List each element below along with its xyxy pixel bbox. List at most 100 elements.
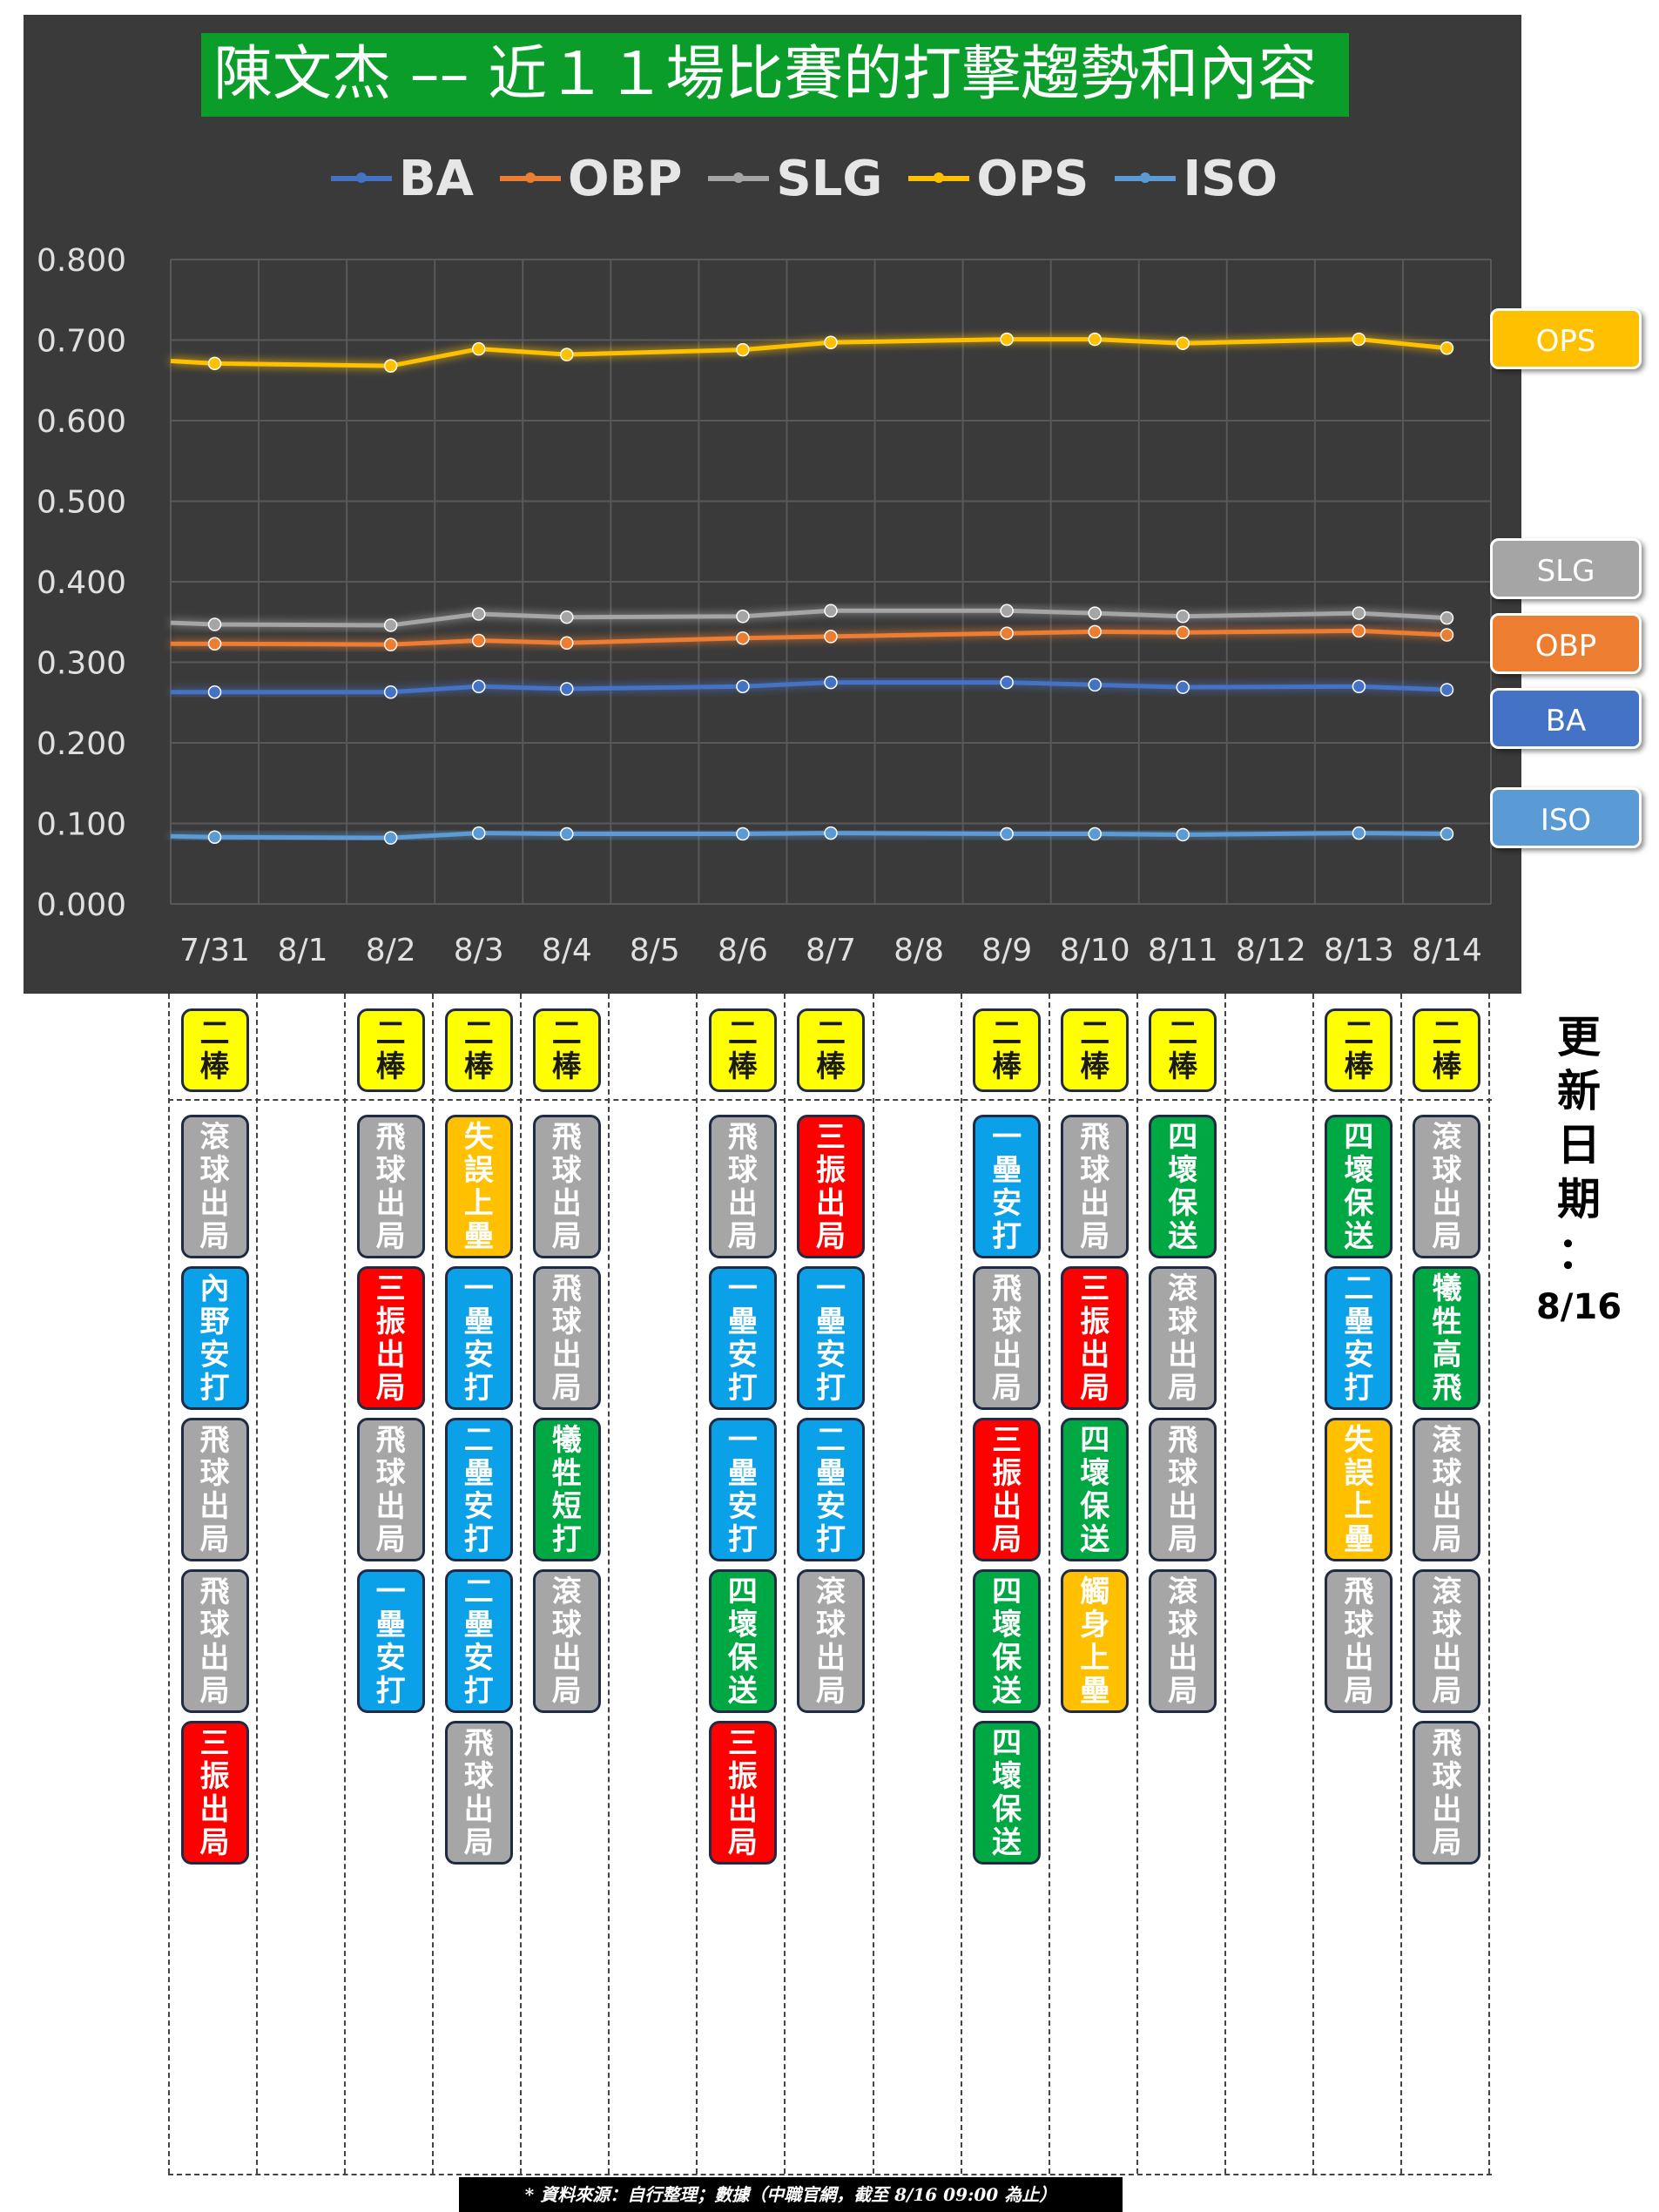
data-point-obp <box>824 630 838 644</box>
data-point-slg <box>207 617 222 631</box>
data-point-iso <box>1088 826 1102 841</box>
side-tag-ops: OPS <box>1490 308 1642 369</box>
data-point-ba <box>1000 675 1014 690</box>
side-tag-obp: OBP <box>1490 613 1642 674</box>
plate-appearance-result: 飛球出局 <box>973 1266 1042 1410</box>
data-point-obp <box>1000 626 1014 640</box>
plate-appearance-result: 滾球出局 <box>1413 1115 1481 1258</box>
plate-appearance-result: 滾球出局 <box>1413 1418 1481 1561</box>
column-divider <box>432 994 435 2174</box>
plate-appearance-result: 飛球出局 <box>708 1115 777 1258</box>
side-tag-iso: ISO <box>1490 787 1642 848</box>
column-divider <box>256 994 259 2174</box>
data-point-obp <box>471 633 486 648</box>
legend-label: SLG <box>776 150 883 207</box>
plate-appearance-result: 犧牲短打 <box>532 1418 601 1561</box>
batting-order-badge: 二棒 <box>180 1008 249 1092</box>
plate-appearance-result: 犧牲高飛 <box>1413 1266 1481 1410</box>
data-point-ba <box>383 685 398 699</box>
plate-appearance-result: 二壘安打 <box>797 1418 865 1561</box>
series-line-ops <box>170 337 1447 368</box>
column-divider <box>696 994 698 2174</box>
plate-appearance-result: 一壘安打 <box>444 1266 513 1410</box>
plate-appearance-result: 二壘安打 <box>444 1418 513 1561</box>
source-note: * 資料來源：自行整理；數據（中職官網，截至 8/16 09:00 為止） <box>459 2177 1123 2212</box>
x-tick-label: 8/12 <box>1236 933 1306 968</box>
data-point-slg <box>383 618 398 632</box>
plate-appearance-result: 內野安打 <box>180 1266 249 1410</box>
legend-label: OPS <box>976 150 1089 207</box>
plate-appearance-result: 失誤上壘 <box>444 1115 513 1258</box>
batting-order-badge: 二棒 <box>444 1008 513 1092</box>
legend-marker <box>356 172 367 183</box>
update-date-label: 更新日期： 8/16 <box>1535 1012 1622 1327</box>
plate-appearance-result: 一壘安打 <box>708 1266 777 1410</box>
data-point-iso <box>471 826 486 840</box>
order-row-divider <box>168 1099 1492 1101</box>
data-point-obp <box>736 631 750 645</box>
legend-swatch <box>908 172 970 183</box>
data-point-iso <box>207 830 222 844</box>
batting-order-badge: 二棒 <box>797 1008 865 1092</box>
x-tick-label: 8/4 <box>542 933 592 968</box>
data-point-ops <box>383 359 398 373</box>
data-point-ops <box>207 356 222 371</box>
y-tick-label: 0.800 <box>37 243 126 279</box>
data-point-obp <box>1176 625 1190 640</box>
legend-swatch <box>500 172 562 183</box>
column-divider <box>1488 994 1490 2174</box>
column-divider <box>608 994 610 2174</box>
data-point-slg <box>1352 606 1366 620</box>
data-point-slg <box>736 610 750 624</box>
data-point-iso <box>383 831 398 845</box>
plate-appearance-result: 飛球出局 <box>1149 1418 1217 1561</box>
plate-appearance-result: 四壞保送 <box>1325 1115 1393 1258</box>
plate-appearance-result: 飛球出局 <box>356 1418 425 1561</box>
x-tick-label: 8/3 <box>454 933 504 968</box>
batting-order-badge: 二棒 <box>1061 1008 1130 1092</box>
series-line-iso <box>170 831 1447 840</box>
legend-label: OBP <box>568 150 683 207</box>
plate-appearance-result: 一壘安打 <box>356 1569 425 1713</box>
y-tick-label: 0.300 <box>37 646 126 682</box>
x-tick-label: 7/31 <box>179 933 250 968</box>
column-divider <box>168 994 170 2174</box>
plate-appearance-result: 四壞保送 <box>708 1569 777 1713</box>
plate-appearance-result: 一壘安打 <box>797 1266 865 1410</box>
legend-item-slg: SLG <box>708 151 882 207</box>
series-line-obp <box>171 628 1447 647</box>
column-divider <box>872 994 874 2174</box>
data-point-ba <box>1352 679 1366 693</box>
legend-marker <box>1140 172 1151 183</box>
chart-title: 陳文杰 –– 近１１場比賽的打擊趨勢和內容 <box>201 33 1349 117</box>
legend-marker <box>733 172 745 183</box>
plate-appearance-result: 二壘安打 <box>1325 1266 1393 1410</box>
batting-order-badge: 二棒 <box>532 1008 601 1092</box>
batting-order-badge: 二棒 <box>1413 1008 1481 1092</box>
data-point-ops <box>824 335 838 350</box>
plate-appearance-result: 滾球出局 <box>1149 1569 1217 1713</box>
legend-item-ops: OPS <box>908 151 1089 207</box>
column-divider <box>1312 994 1314 2174</box>
chart-legend: BA OBP SLG OPS ISO <box>331 148 1278 209</box>
data-point-ba <box>1088 678 1102 692</box>
legend-marker <box>525 172 536 183</box>
plate-appearance-result: 飛球出局 <box>1061 1115 1130 1258</box>
plate-appearance-result: 滾球出局 <box>532 1569 601 1713</box>
plate-appearance-result: 一壘安打 <box>708 1418 777 1561</box>
legend-item-obp: OBP <box>500 151 682 207</box>
chart-panel <box>24 15 1521 994</box>
data-point-slg <box>1176 610 1190 624</box>
data-point-obp <box>1352 624 1366 638</box>
plate-appearance-result: 四壞保送 <box>973 1569 1042 1713</box>
plate-appearance-result: 四壞保送 <box>1149 1115 1217 1258</box>
x-tick-label: 8/6 <box>718 933 768 968</box>
y-tick-label: 0.200 <box>37 726 126 762</box>
plate-appearance-result: 失誤上壘 <box>1325 1418 1393 1561</box>
y-tick-label: 0.600 <box>37 404 126 440</box>
plate-appearance-result: 一壘安打 <box>973 1115 1042 1258</box>
data-point-ba <box>207 685 222 699</box>
column-divider <box>1136 994 1138 2174</box>
column-divider <box>520 994 523 2174</box>
y-tick-label: 0.400 <box>37 565 126 601</box>
